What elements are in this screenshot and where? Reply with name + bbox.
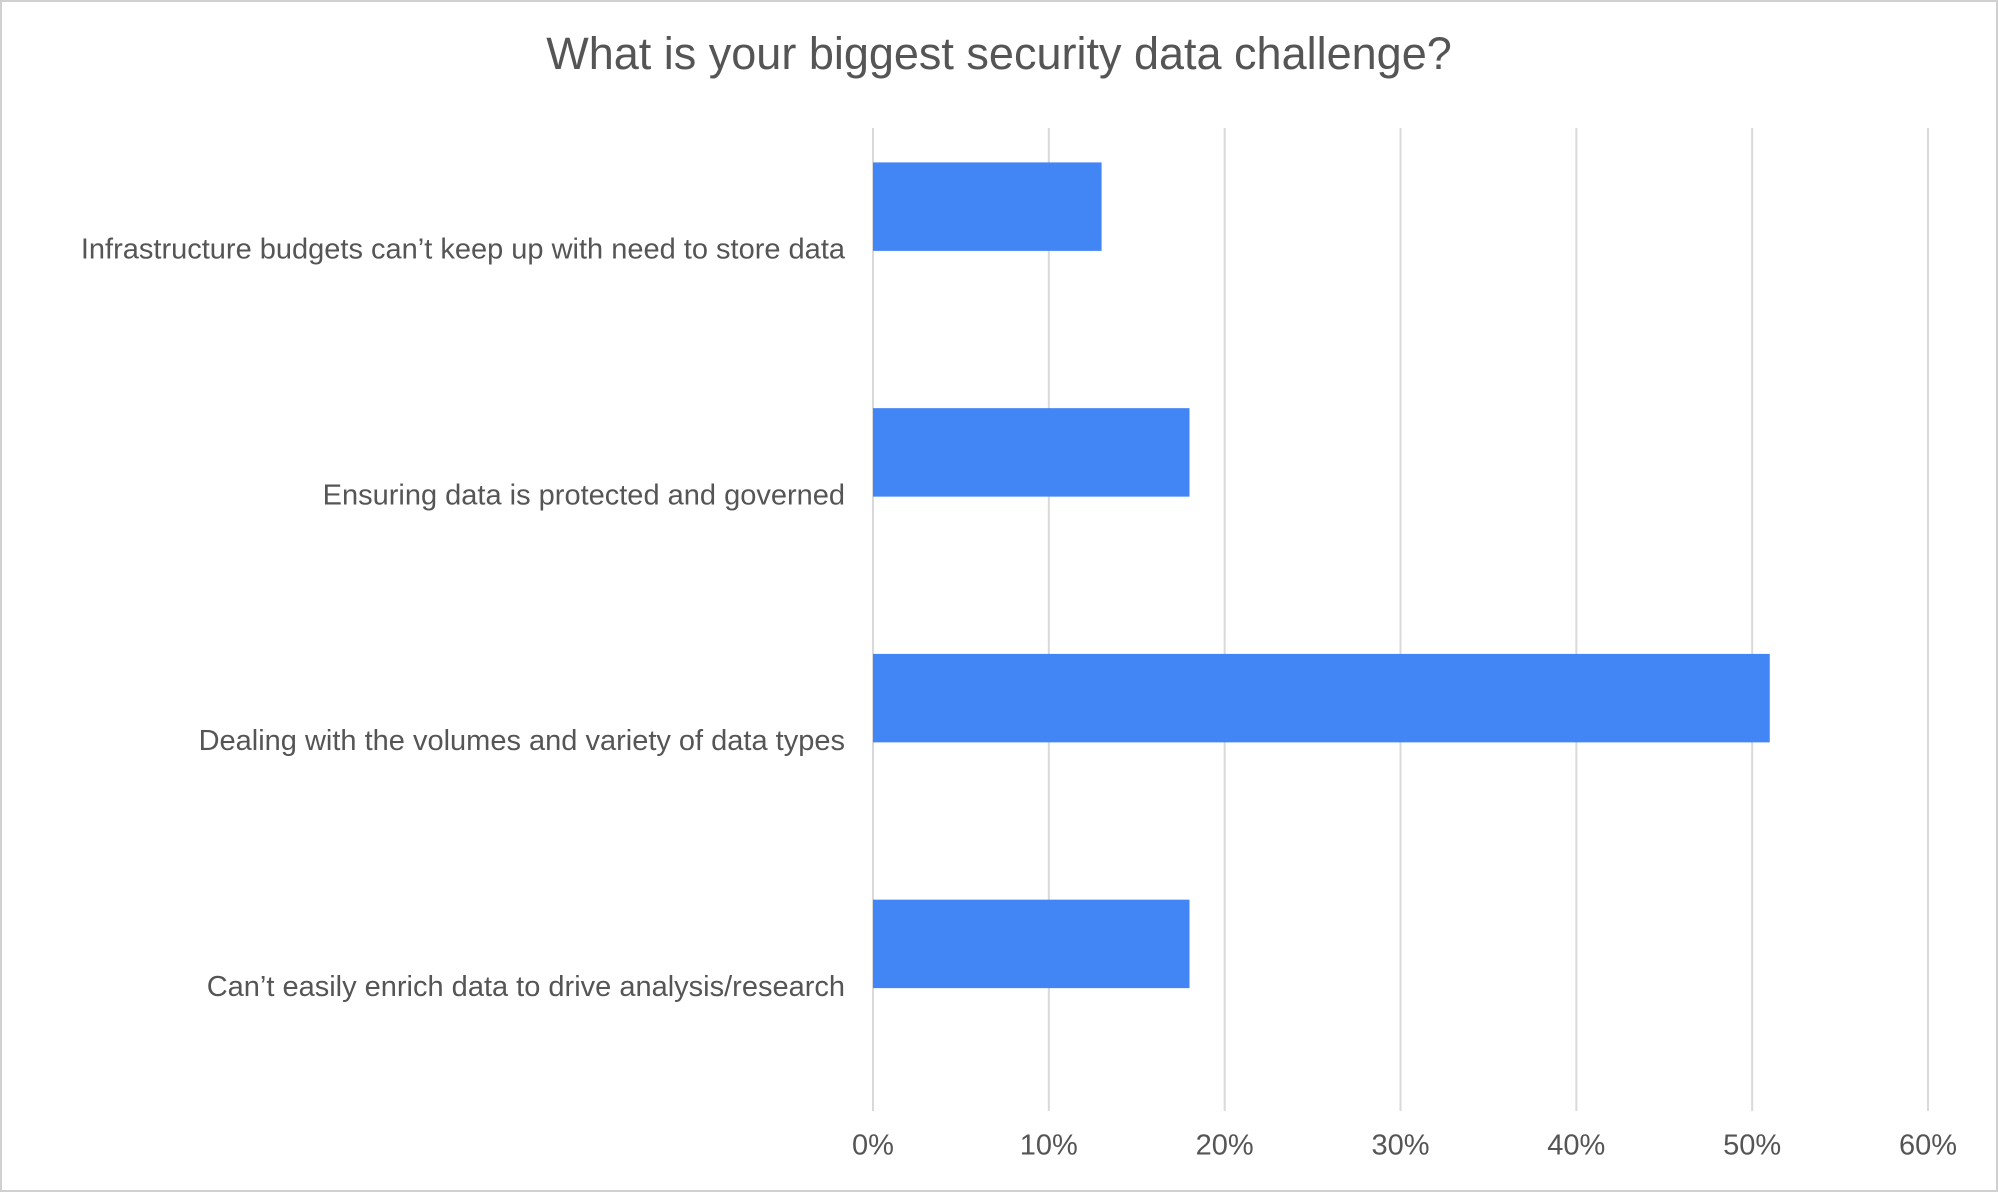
- y-tick-label: Can’t easily enrich data to drive analys…: [207, 971, 845, 1003]
- x-tick-label: 60%: [1899, 1130, 1957, 1162]
- chart-title: What is your biggest security data chall…: [546, 28, 1452, 79]
- x-tick-label: 30%: [1371, 1130, 1429, 1162]
- x-tick-label: 40%: [1547, 1130, 1605, 1162]
- y-tick-label: Infrastructure budgets can’t keep up wit…: [81, 234, 846, 266]
- x-tick-label: 50%: [1723, 1130, 1781, 1162]
- bar: [873, 653, 1770, 743]
- bar: [873, 162, 1102, 251]
- bar: [873, 408, 1190, 497]
- x-tick-label: 0%: [852, 1130, 894, 1162]
- y-tick-label: Ensuring data is protected and governed: [323, 479, 845, 511]
- x-tick-label: 20%: [1196, 1130, 1254, 1162]
- y-tick-label: Dealing with the volumes and variety of …: [199, 725, 845, 757]
- bar: [873, 899, 1190, 989]
- x-tick-label: 10%: [1020, 1130, 1078, 1162]
